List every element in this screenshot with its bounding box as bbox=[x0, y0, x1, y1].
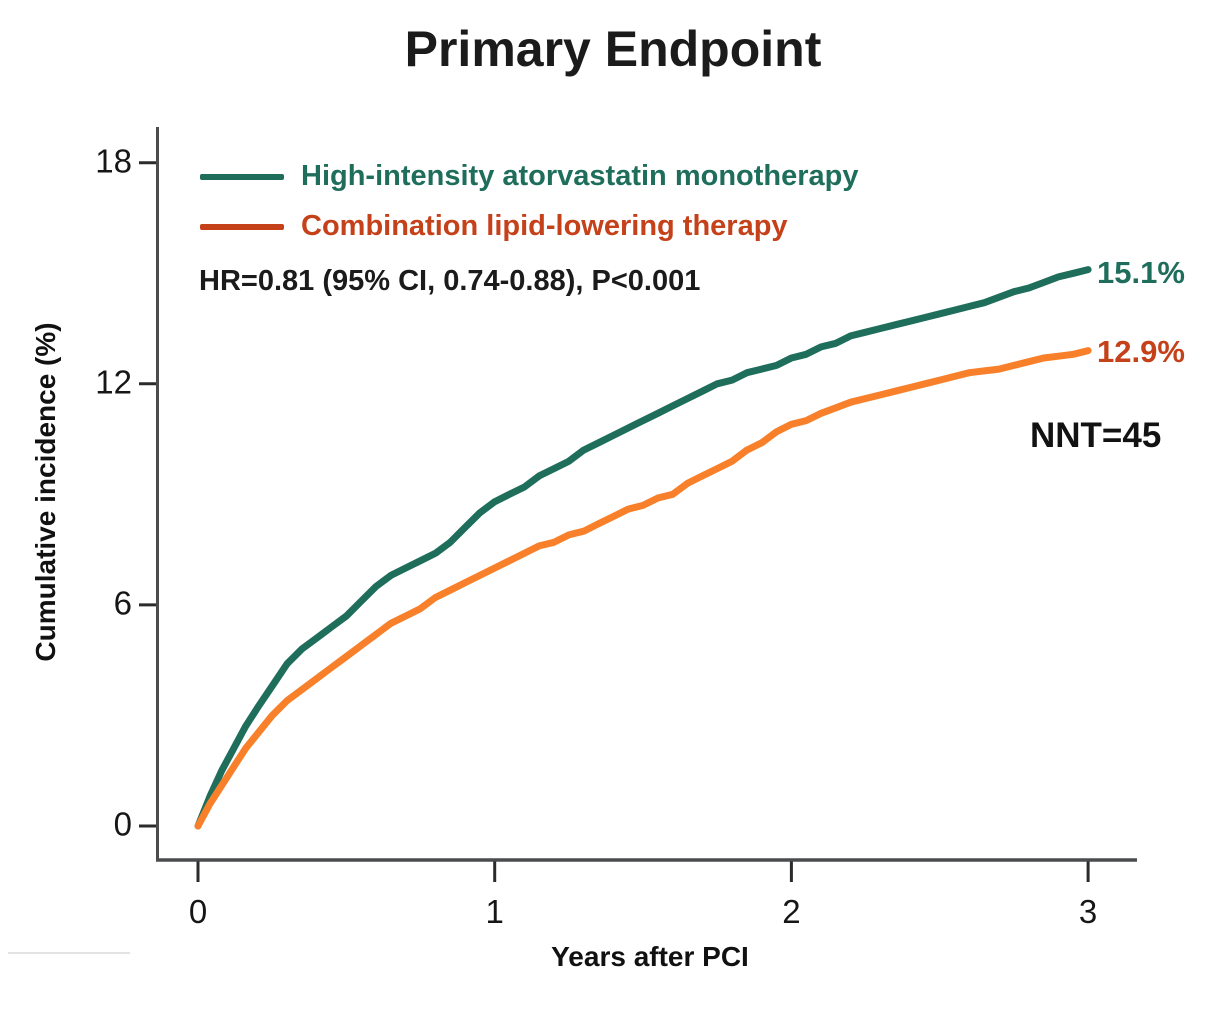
monotherapy-curve bbox=[194, 266, 1092, 830]
nnt-annotation: NNT=45 bbox=[1030, 416, 1162, 455]
monotherapy-line-swatch bbox=[200, 174, 284, 180]
y-tick-label: 0 bbox=[113, 805, 132, 843]
combination-curve bbox=[194, 347, 1092, 830]
x-tick-label: 2 bbox=[782, 893, 801, 930]
combination-end-value-label: 12.9% bbox=[1097, 334, 1185, 369]
curves-layer bbox=[194, 266, 1092, 830]
legend-item-combination bbox=[200, 224, 284, 230]
y-tick-label: 6 bbox=[113, 584, 132, 622]
legend-item-monotherapy bbox=[200, 174, 284, 180]
y-axis-title: Cumulative incidence (%) bbox=[30, 322, 61, 662]
chart-title: Primary Endpoint bbox=[404, 21, 822, 77]
legend-label-monotherapy: High-intensity atorvastatin monotherapy bbox=[301, 160, 859, 192]
ticks-layer bbox=[139, 161, 1090, 882]
y-tick-label: 18 bbox=[95, 142, 132, 180]
hazard-ratio-annotation: HR=0.81 (95% CI, 0.74-0.88), P<0.001 bbox=[199, 265, 701, 297]
x-axis-title: Years after PCI bbox=[551, 941, 749, 972]
combination-line-swatch bbox=[200, 224, 284, 230]
x-tick-label: 1 bbox=[485, 893, 504, 930]
legend-label-combination: Combination lipid-lowering therapy bbox=[301, 210, 788, 242]
crop-artifact-line bbox=[8, 952, 130, 954]
monotherapy-end-value-label: 15.1% bbox=[1097, 255, 1185, 290]
y-tick-label: 12 bbox=[95, 363, 132, 401]
x-tick-label: 3 bbox=[1078, 893, 1098, 930]
x-tick-label: 0 bbox=[188, 893, 208, 930]
